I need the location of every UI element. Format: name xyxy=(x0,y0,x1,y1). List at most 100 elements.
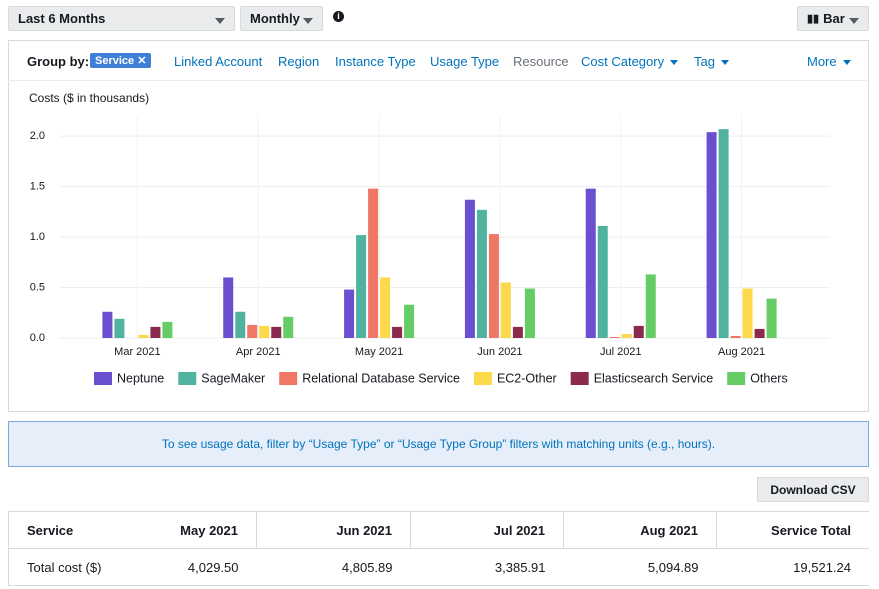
download-text: Download CSV xyxy=(770,482,856,497)
bar xyxy=(597,225,608,338)
cell: Total cost ($) xyxy=(8,548,159,586)
legend-swatch xyxy=(178,372,197,385)
bar xyxy=(283,316,294,338)
group-option[interactable]: Region xyxy=(278,54,320,69)
legend-label: Elasticsearch Service xyxy=(594,371,714,385)
bar xyxy=(235,311,246,338)
bar xyxy=(742,288,753,338)
group-option-text: Cost Category xyxy=(581,54,665,69)
legend-swatch xyxy=(94,372,112,385)
range-text: Last 6 Months xyxy=(18,11,106,26)
header-cell: Aug 2021 xyxy=(563,511,717,549)
banner-text: To see usage data, filter by “Usage Type… xyxy=(161,437,716,451)
legend-label: Relational Database Service xyxy=(302,371,460,385)
legend-label: Neptune xyxy=(117,371,164,385)
legend-swatch xyxy=(727,372,746,385)
cost-table: Service May 2021 Jun 2021 Jul 2021 Aug 2… xyxy=(8,511,869,586)
bar xyxy=(150,326,161,338)
cell: 5,094.89 xyxy=(563,548,717,586)
bar xyxy=(380,277,391,338)
bar xyxy=(500,282,511,338)
group-option[interactable]: Usage Type xyxy=(430,54,500,69)
bar xyxy=(621,333,632,338)
group-option: Resource xyxy=(513,54,569,69)
bar xyxy=(114,318,125,338)
bar xyxy=(754,328,765,338)
group-option[interactable]: Tag xyxy=(694,54,729,69)
header-cell: Jul 2021 xyxy=(410,511,564,549)
chart-panel xyxy=(8,40,869,412)
granularity-dropdown[interactable]: Monthly xyxy=(240,6,323,31)
bar xyxy=(633,325,644,338)
y-tick-label: 1.5 xyxy=(30,181,45,193)
bar xyxy=(585,188,596,338)
bar xyxy=(162,321,173,338)
legend-swatch xyxy=(473,372,492,385)
x-tick-label: Aug 2021 xyxy=(718,346,765,358)
y-tick-label: 2.0 xyxy=(30,130,45,142)
header-cell: May 2021 xyxy=(158,511,257,549)
bar xyxy=(271,326,282,338)
x-tick-label: Apr 2021 xyxy=(236,346,281,358)
bar xyxy=(404,304,415,338)
y-tick-label: 0.0 xyxy=(30,332,45,344)
x-tick-label: Mar 2021 xyxy=(114,346,160,358)
legend-swatch xyxy=(570,372,589,385)
bar xyxy=(247,324,258,338)
bar xyxy=(645,274,656,338)
bar xyxy=(512,326,523,338)
bar xyxy=(476,209,487,338)
group-chip[interactable]: Service ✕ xyxy=(90,53,152,68)
bar xyxy=(344,289,355,338)
body-row: Total cost ($) 4,029.50 4,805.89 3,385.9… xyxy=(8,548,869,586)
bar xyxy=(368,188,379,338)
legend-label: SageMaker xyxy=(201,371,265,385)
y-tick-label: 0.5 xyxy=(30,281,45,293)
bar xyxy=(223,277,234,338)
range-dropdown[interactable]: Last 6 Months xyxy=(8,6,235,31)
x-tick-label: May 2021 xyxy=(355,346,403,358)
group-option-text: Tag xyxy=(694,54,715,69)
chart-style-text: Bar xyxy=(823,11,845,26)
header-cell: Jun 2021 xyxy=(256,511,411,549)
bar xyxy=(706,132,717,338)
y-tick-label: 1.0 xyxy=(30,231,45,243)
bar xyxy=(356,235,367,338)
bar xyxy=(392,326,403,338)
bar xyxy=(102,311,113,338)
bar xyxy=(718,129,729,338)
cell: 3,385.91 xyxy=(410,548,564,586)
group-by-label: Group by: xyxy=(27,54,90,69)
legend-swatch xyxy=(279,372,298,385)
bar xyxy=(259,325,270,338)
group-option[interactable]: Linked Account xyxy=(174,54,263,69)
x-tick-label: Jul 2021 xyxy=(600,346,642,358)
bar xyxy=(138,334,149,338)
bar xyxy=(488,234,499,338)
chip-text: Service xyxy=(95,55,135,67)
chart-style-dropdown[interactable]: ▮▮ Bar xyxy=(797,6,869,31)
group-option[interactable]: Instance Type xyxy=(335,54,416,69)
bar xyxy=(524,288,535,338)
divider xyxy=(8,80,869,81)
header-cell: Service Total xyxy=(716,511,869,549)
chart: Costs ($ in thousands) 0.0 0.5 1.0 1.5 2.0 Ma… xyxy=(29,91,830,385)
bar xyxy=(464,199,475,338)
table-wrap: Service May 2021 Jun 2021 Jul 2021 Aug 2… xyxy=(8,511,869,587)
cell: 19,521.24 xyxy=(716,548,869,586)
group-option[interactable]: Cost Category xyxy=(581,54,679,69)
legend-label: Others xyxy=(750,371,788,385)
info-banner: To see usage data, filter by “Usage Type… xyxy=(8,421,869,467)
info-icon[interactable]: i xyxy=(333,11,344,22)
chart-title: Costs ($ in thousands) xyxy=(29,91,149,105)
x-tick-label: Jun 2021 xyxy=(477,346,522,358)
download-button[interactable]: Download CSV xyxy=(757,477,869,502)
cell: 4,805.89 xyxy=(256,548,411,586)
legend-label: EC2-Other xyxy=(497,371,557,385)
granularity-text: Monthly xyxy=(250,11,300,26)
more-text: More xyxy=(807,54,837,69)
more-button[interactable]: More xyxy=(807,54,851,69)
bar xyxy=(609,336,620,338)
cell: 4,029.50 xyxy=(158,548,257,586)
